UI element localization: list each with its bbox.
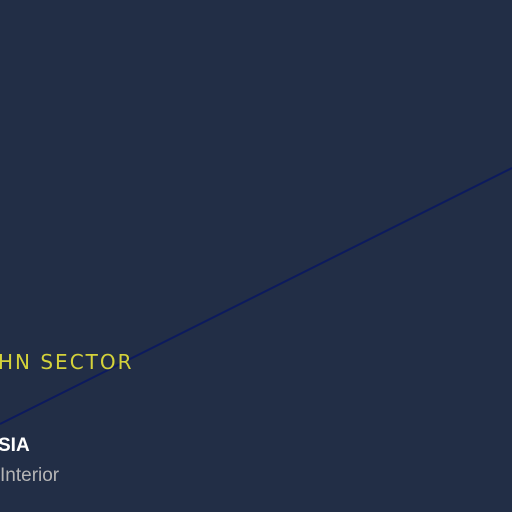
place-name: SIA [0,435,30,456]
place-subtitle: Interior [0,465,60,486]
sector-label: HN SECTOR [0,350,134,374]
